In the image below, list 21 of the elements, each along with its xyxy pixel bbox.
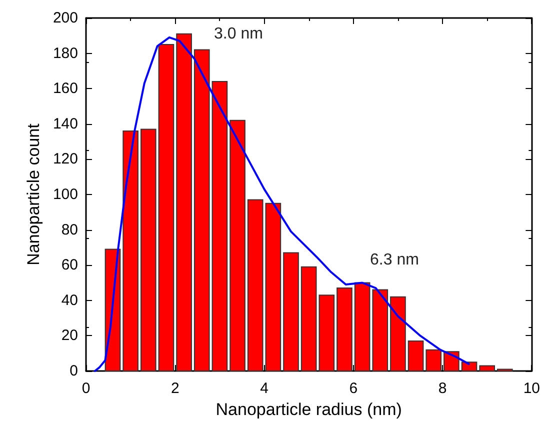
x-tick-label: 4 [260, 380, 268, 397]
y-tick-label: 200 [52, 10, 78, 26]
x-tick-label: 6 [349, 380, 358, 397]
y-tick-label: 160 [52, 80, 78, 98]
y-tick-label: 120 [52, 150, 78, 168]
y-axis-title: Nanoparticle count [24, 123, 44, 266]
y-tick-label: 60 [61, 256, 78, 274]
annotation: 6.3 nm [370, 252, 419, 268]
x-tick-label: 8 [438, 380, 447, 397]
y-tick-label: 180 [52, 44, 78, 62]
y-tick-label: 80 [61, 221, 78, 238]
y-tick-label: 20 [61, 327, 78, 344]
y-tick-label: 140 [52, 115, 78, 132]
x-tick-label: 2 [170, 380, 180, 397]
x-axis-title: Nanoparticle radius (nm) [216, 400, 402, 419]
y-tick-label: 40 [61, 292, 78, 309]
x-tick-label: 0 [82, 380, 90, 397]
y-tick-label: 100 [52, 186, 78, 203]
y-tick-label: 0 [70, 362, 78, 380]
x-tick-label: 10 [523, 380, 540, 397]
annotation: 3.0 nm [214, 26, 263, 42]
